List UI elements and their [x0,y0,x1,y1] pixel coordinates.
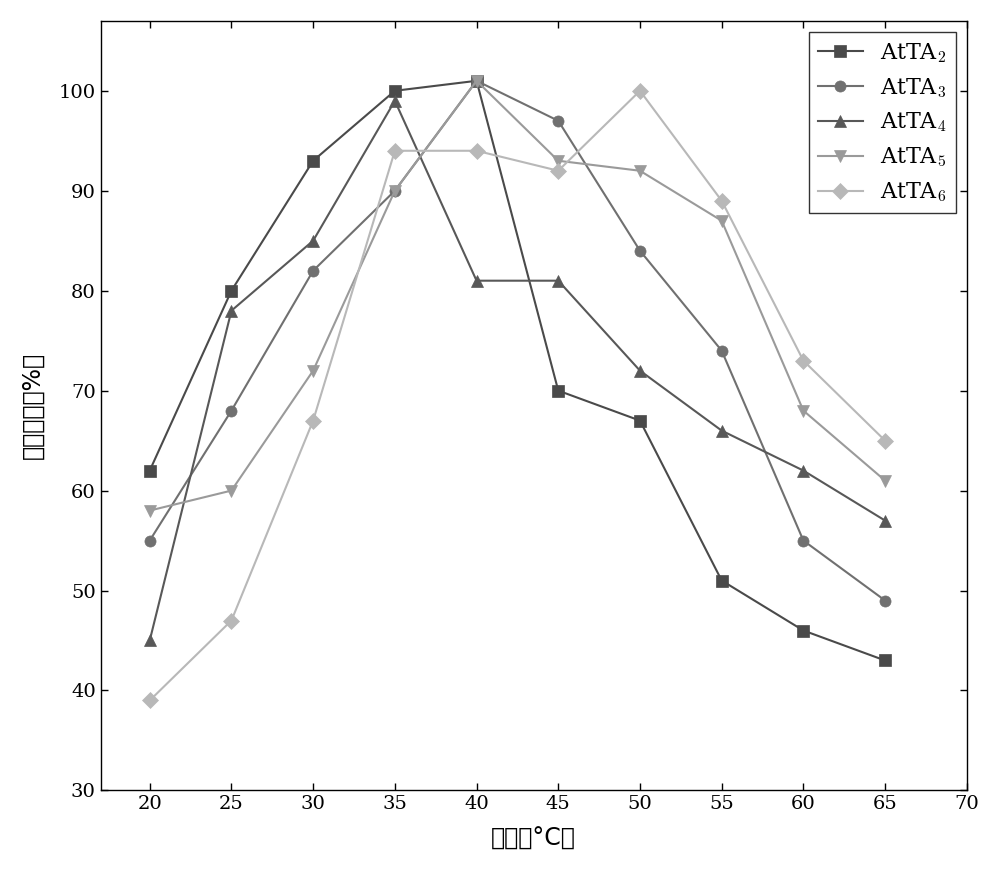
Line: AtTA$_5$: AtTA$_5$ [144,75,891,516]
AtTA$_3$ [144,535,156,546]
AtTA$_6$ [879,435,891,446]
AtTA$_4$ [552,276,564,286]
AtTA$_4$ [225,305,237,316]
AtTA$_4$ [716,426,728,436]
AtTA$_5$ [225,486,237,496]
AtTA$_3$ [879,596,891,606]
Line: AtTA$_6$: AtTA$_6$ [144,85,891,706]
AtTA$_4$ [389,96,401,106]
Line: AtTA$_3$: AtTA$_3$ [144,75,891,606]
AtTA$_6$ [471,146,483,156]
AtTA$_6$ [716,195,728,206]
Line: AtTA$_2$: AtTA$_2$ [144,75,891,666]
AtTA$_5$ [716,215,728,226]
AtTA$_3$ [552,116,564,126]
AtTA$_3$ [716,345,728,356]
AtTA$_6$ [634,85,646,96]
AtTA$_6$ [552,166,564,176]
AtTA$_5$ [797,405,809,416]
AtTA$_5$ [144,506,156,516]
Line: AtTA$_4$: AtTA$_4$ [144,95,891,646]
AtTA$_2$ [879,655,891,665]
AtTA$_4$ [471,276,483,286]
X-axis label: 温度（°C）: 温度（°C） [491,828,576,851]
AtTA$_3$ [307,265,319,276]
AtTA$_2$ [552,385,564,396]
AtTA$_5$ [634,166,646,176]
AtTA$_2$ [716,576,728,586]
AtTA$_2$ [389,85,401,96]
Legend: AtTA$_2$, AtTA$_3$, AtTA$_4$, AtTA$_5$, AtTA$_6$: AtTA$_2$, AtTA$_3$, AtTA$_4$, AtTA$_5$, … [809,32,956,213]
AtTA$_2$ [307,155,319,166]
AtTA$_4$ [144,636,156,646]
AtTA$_3$ [634,246,646,256]
AtTA$_5$ [552,155,564,166]
AtTA$_6$ [144,695,156,705]
AtTA$_5$ [389,186,401,196]
AtTA$_2$ [144,466,156,476]
Y-axis label: 相对酶活（%）: 相对酶活（%） [21,352,45,460]
AtTA$_4$ [797,466,809,476]
AtTA$_6$ [225,616,237,626]
AtTA$_3$ [471,76,483,86]
AtTA$_3$ [797,535,809,546]
AtTA$_5$ [307,365,319,376]
AtTA$_2$ [225,285,237,296]
AtTA$_3$ [225,405,237,416]
AtTA$_4$ [307,235,319,246]
AtTA$_4$ [634,365,646,376]
AtTA$_6$ [797,356,809,366]
AtTA$_5$ [471,76,483,86]
AtTA$_4$ [879,515,891,526]
AtTA$_2$ [471,76,483,86]
AtTA$_2$ [797,625,809,636]
AtTA$_6$ [307,415,319,426]
AtTA$_3$ [389,186,401,196]
AtTA$_6$ [389,146,401,156]
AtTA$_5$ [879,475,891,486]
AtTA$_2$ [634,415,646,426]
